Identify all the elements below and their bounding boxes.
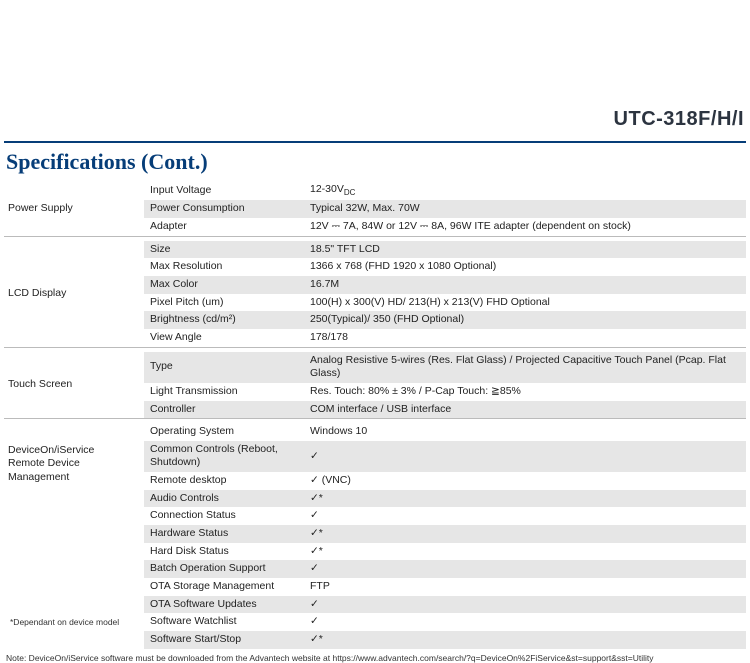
value-cell: ✓* <box>304 525 746 543</box>
value-cell: 1366 x 768 (FHD 1920 x 1080 Optional) <box>304 258 746 276</box>
value-cell: 12-30VDC <box>304 181 746 200</box>
value-cell: ✓ <box>304 596 746 614</box>
table-row: Touch ScreenTypeAnalog Resistive 5-wires… <box>4 352 746 383</box>
value-cell: 16.7M <box>304 276 746 294</box>
attribute-cell: Size <box>144 241 304 259</box>
attribute-cell: Max Resolution <box>144 258 304 276</box>
attribute-cell: Brightness (cd/m²) <box>144 311 304 329</box>
attribute-cell: Adapter <box>144 218 304 236</box>
category-cell: LCD Display <box>4 241 144 347</box>
value-cell: Typical 32W, Max. 70W <box>304 200 746 218</box>
category-footnote: *Dependant on device model <box>8 617 138 628</box>
value-cell: ✓* <box>304 543 746 561</box>
value-cell: ✓ (VNC) <box>304 472 746 490</box>
value-cell: ✓ <box>304 441 746 472</box>
value-cell: Res. Touch: 80% ± 3% / P-Cap Touch: ≧85% <box>304 383 746 401</box>
value-cell: 250(Typical)/ 350 (FHD Optional) <box>304 311 746 329</box>
attribute-cell: Software Start/Stop <box>144 631 304 649</box>
download-note: Note: DeviceOn/iService software must be… <box>4 653 746 663</box>
value-cell: ✓ <box>304 560 746 578</box>
value-cell: Analog Resistive 5-wires (Res. Flat Glas… <box>304 352 746 383</box>
value-cell: Windows 10 <box>304 423 746 441</box>
attribute-cell: Light Transmission <box>144 383 304 401</box>
attribute-cell: Input Voltage <box>144 181 304 200</box>
attribute-cell: Connection Status <box>144 507 304 525</box>
attribute-cell: OTA Storage Management <box>144 578 304 596</box>
value-cell: COM interface / USB interface <box>304 401 746 419</box>
table-row: Power SupplyInput Voltage12-30VDC <box>4 181 746 200</box>
specifications-table: Power SupplyInput Voltage12-30VDCPower C… <box>4 181 746 649</box>
attribute-cell: Operating System <box>144 423 304 441</box>
attribute-cell: Hardware Status <box>144 525 304 543</box>
attribute-cell: Remote desktop <box>144 472 304 490</box>
category-cell: Power Supply <box>4 181 144 236</box>
category-cell: DeviceOn/iServiceRemote Device Managemen… <box>4 423 144 648</box>
table-row: DeviceOn/iServiceRemote Device Managemen… <box>4 423 746 441</box>
value-cell: 178/178 <box>304 329 746 347</box>
value-cell: FTP <box>304 578 746 596</box>
attribute-cell: Audio Controls <box>144 490 304 508</box>
section-divider <box>4 141 746 143</box>
attribute-cell: OTA Software Updates <box>144 596 304 614</box>
attribute-cell: Hard Disk Status <box>144 543 304 561</box>
value-cell: ✓* <box>304 631 746 649</box>
attribute-cell: Batch Operation Support <box>144 560 304 578</box>
attribute-cell: Pixel Pitch (um) <box>144 294 304 312</box>
value-cell: 18.5" TFT LCD <box>304 241 746 259</box>
value-cell: ✓ <box>304 507 746 525</box>
attribute-cell: Common Controls (Reboot, Shutdown) <box>144 441 304 472</box>
value-cell: 100(H) x 300(V) HD/ 213(H) x 213(V) FHD … <box>304 294 746 312</box>
attribute-cell: Max Color <box>144 276 304 294</box>
attribute-cell: Controller <box>144 401 304 419</box>
section-heading: Specifications (Cont.) <box>6 149 746 175</box>
attribute-cell: View Angle <box>144 329 304 347</box>
value-cell: 12V ⎓ 7A, 84W or 12V ⎓ 8A, 96W ITE adapt… <box>304 218 746 236</box>
attribute-cell: Type <box>144 352 304 383</box>
category-cell: Touch Screen <box>4 352 144 419</box>
value-cell: ✓ <box>304 613 746 631</box>
value-cell: ✓* <box>304 490 746 508</box>
attribute-cell: Software Watchlist <box>144 613 304 631</box>
attribute-cell: Power Consumption <box>144 200 304 218</box>
model-title: UTC-318F/H/I <box>4 0 746 137</box>
table-row: LCD DisplaySize18.5" TFT LCD <box>4 241 746 259</box>
